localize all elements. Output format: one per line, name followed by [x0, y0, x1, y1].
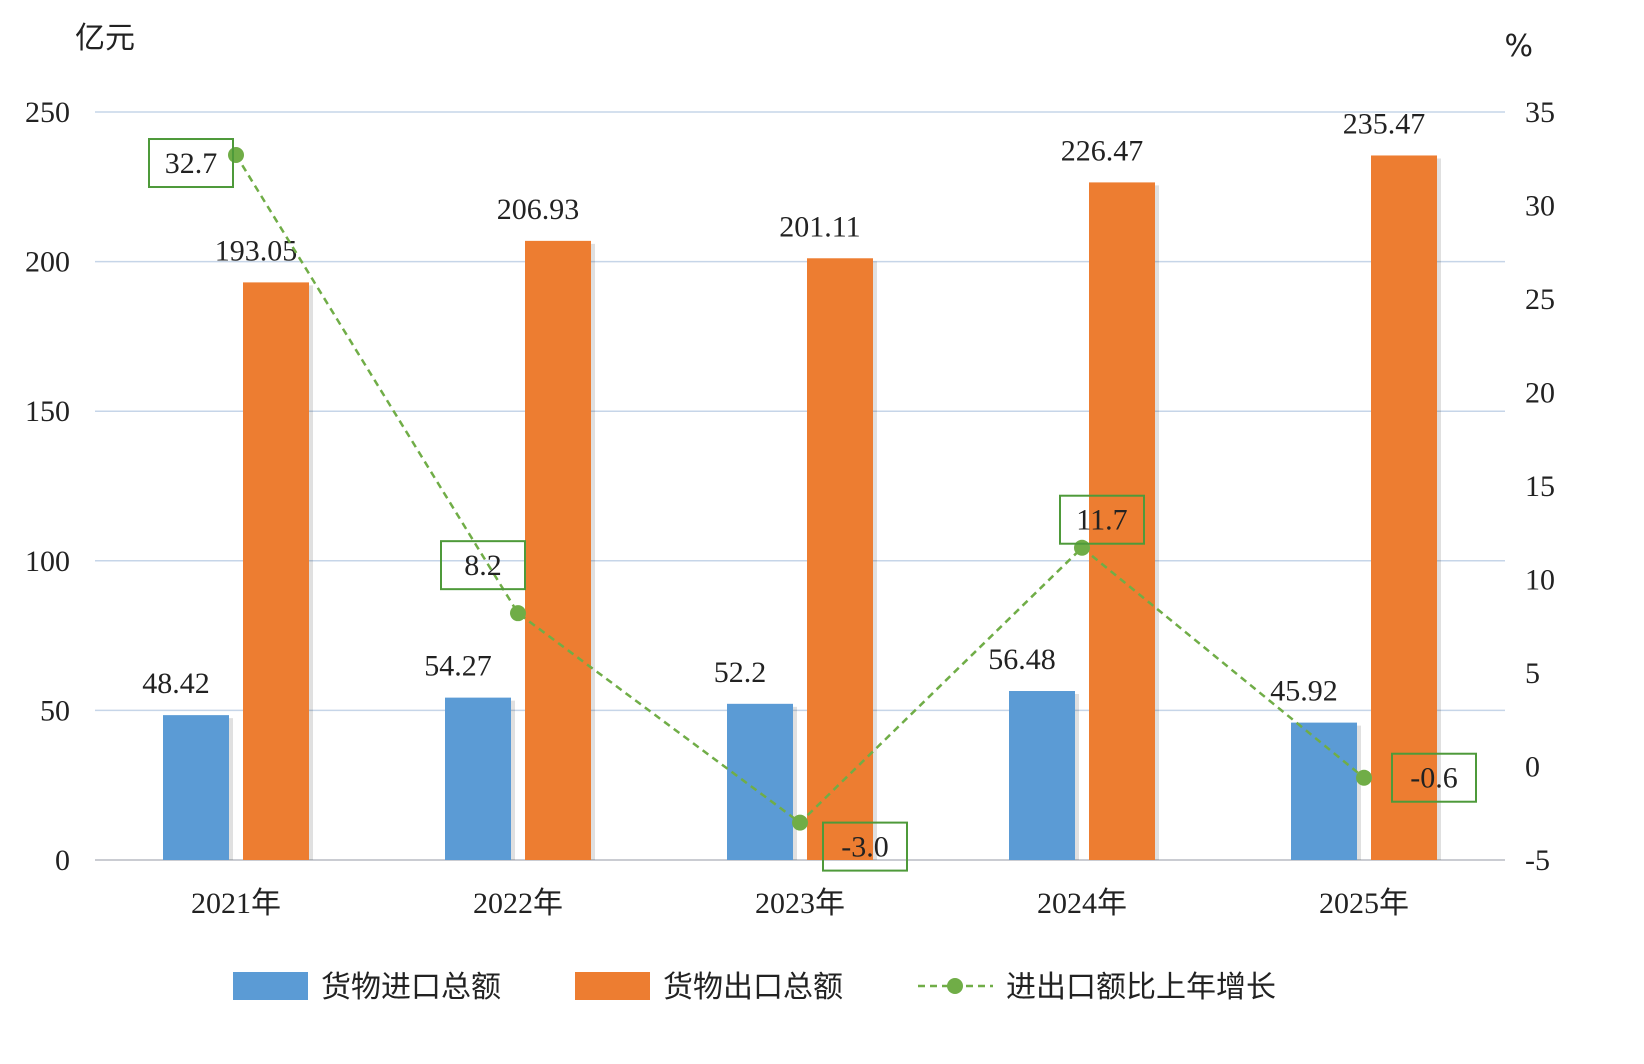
- growth-point: [228, 147, 244, 164]
- growth-value-label: -0.6: [1410, 762, 1458, 795]
- right-tick-label: 5: [1525, 657, 1540, 690]
- left-tick-label: 250: [25, 96, 70, 129]
- import-bar: [1009, 691, 1075, 860]
- legend-label: 进出口额比上年增长: [1006, 970, 1276, 1005]
- import-value-label: 56.48: [988, 643, 1056, 676]
- right-tick-label: -5: [1525, 844, 1550, 877]
- export-bar: [243, 282, 309, 860]
- import-value-label: 45.92: [1270, 675, 1338, 708]
- growth-point: [1356, 769, 1372, 786]
- left-tick-label: 0: [55, 844, 70, 877]
- import-bar: [1291, 722, 1357, 860]
- x-tick-label: 2024年: [1037, 887, 1127, 920]
- growth-line: [234, 154, 1365, 825]
- right-axis-unit: %: [1504, 29, 1533, 64]
- x-tick-label: 2022年: [473, 887, 563, 920]
- growth-point: [510, 605, 526, 622]
- import-bar: [163, 715, 229, 860]
- growth-value-label: 11.7: [1076, 504, 1127, 537]
- bar-series: [163, 155, 1441, 861]
- export-value-label: 226.47: [1061, 134, 1144, 167]
- left-axis-unit: 亿元: [75, 21, 135, 56]
- legend-label: 货物进口总额: [321, 970, 501, 1005]
- growth-point: [792, 814, 808, 831]
- legend-import-swatch: [233, 972, 308, 1000]
- growth-label-box: [148, 138, 234, 189]
- export-bar: [807, 258, 873, 860]
- right-tick-label: 25: [1525, 283, 1555, 316]
- growth-label-box: [1391, 752, 1477, 803]
- right-tick-label: 15: [1525, 470, 1555, 503]
- legend: 货物进口总额 货物出口总额 进出口额比上年增长: [233, 970, 1276, 1005]
- import-bar: [727, 703, 793, 860]
- import-bar: [445, 697, 511, 860]
- growth-label-box: [440, 540, 526, 591]
- gridlines: [95, 111, 1505, 861]
- right-tick-label: 30: [1525, 190, 1555, 223]
- growth-line-series: 32.7 8.2 -3.0 11.7 -0.6: [148, 138, 1477, 872]
- growth-value-label: -3.0: [841, 831, 889, 864]
- right-tick-label: 10: [1525, 564, 1555, 597]
- growth-point: [1074, 539, 1090, 556]
- growth-value-label: 32.7: [165, 147, 218, 180]
- import-value-label: 52.2: [714, 656, 767, 689]
- right-tick-label: 20: [1525, 377, 1555, 410]
- growth-label-box: [1059, 494, 1145, 545]
- export-bar: [1371, 155, 1437, 860]
- x-tick-label: 2025年: [1319, 887, 1409, 920]
- growth-label-box: [822, 821, 908, 872]
- right-tick-label: 0: [1525, 751, 1540, 784]
- right-tick-label: 35: [1525, 96, 1555, 129]
- bar-data-labels: 48.42 54.27 52.2 56.48 45.92 193.05 206.93 201.…: [142, 107, 1425, 707]
- axis-tick-labels: 0 50 100 150 200 250 -5 0 5 10 15 20 25 30 35 2021年 2022…: [25, 96, 1555, 920]
- legend-label: 货物出口总额: [663, 970, 843, 1005]
- x-tick-label: 2021年: [191, 887, 281, 920]
- left-tick-label: 200: [25, 246, 70, 279]
- import-value-label: 48.42: [142, 667, 210, 700]
- legend-growth-marker: [947, 978, 963, 994]
- export-value-label: 206.93: [497, 193, 580, 226]
- export-value-label: 193.05: [215, 234, 298, 267]
- left-tick-label: 100: [25, 545, 70, 578]
- legend-export-swatch: [575, 972, 650, 1000]
- import-value-label: 54.27: [424, 650, 492, 683]
- export-value-label: 235.47: [1343, 107, 1426, 140]
- growth-value-label: 8.2: [464, 549, 502, 582]
- x-tick-label: 2023年: [755, 887, 845, 920]
- left-tick-label: 50: [40, 694, 70, 727]
- export-bar: [525, 240, 591, 861]
- export-value-label: 201.11: [779, 210, 860, 243]
- left-tick-label: 150: [25, 395, 70, 428]
